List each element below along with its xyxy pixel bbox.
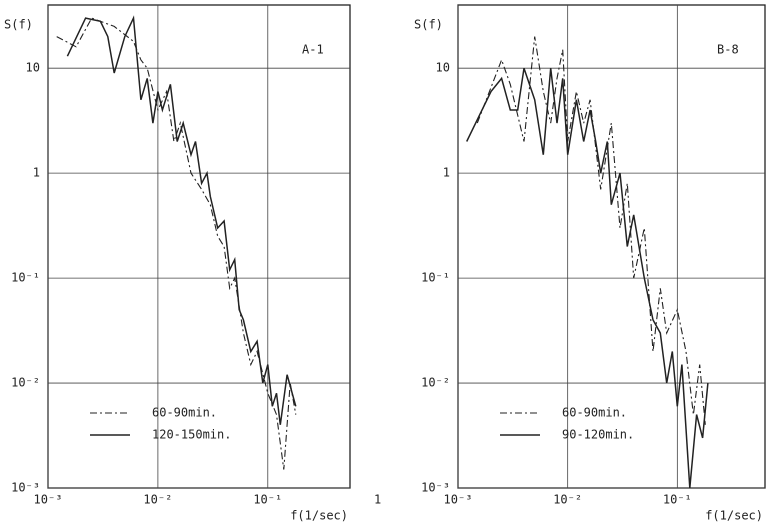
y-tick-label: 10⁻¹ xyxy=(421,271,450,285)
y-axis-label: S(f) xyxy=(4,18,33,32)
y-axis-label: S(f) xyxy=(414,18,443,32)
legend-label: 60-90min. xyxy=(152,406,217,420)
x-tick-label: 10⁻² xyxy=(553,493,582,507)
x-tick-label: 10⁻³ xyxy=(34,493,63,507)
x-tick-label: 10⁻² xyxy=(143,493,172,507)
x-tick-label: 1 xyxy=(374,493,381,507)
y-tick-label: 1 xyxy=(33,166,40,180)
legend-label: 90-120min. xyxy=(562,428,634,442)
x-tick-label: 10⁻¹ xyxy=(663,493,692,507)
y-tick-label: 10⁻³ xyxy=(11,481,40,495)
annotation: A-1 xyxy=(302,43,324,57)
y-tick-label: 10 xyxy=(26,61,40,75)
series-line xyxy=(476,36,706,425)
y-tick-label: 1 xyxy=(443,166,450,180)
annotation: B-8 xyxy=(717,43,739,57)
legend-label: 120-150min. xyxy=(152,428,231,442)
x-tick-label: 10⁻³ xyxy=(444,493,473,507)
x-tick-label: 10⁻¹ xyxy=(253,493,282,507)
x-axis-label: f(1/sec) xyxy=(705,509,763,523)
y-tick-label: 10⁻² xyxy=(421,376,450,390)
y-tick-label: 10⁻² xyxy=(11,376,40,390)
series-line xyxy=(56,17,297,470)
legend-label: 60-90min. xyxy=(562,406,627,420)
y-tick-label: 10 xyxy=(436,61,450,75)
y-tick-label: 10⁻³ xyxy=(421,481,450,495)
series-line xyxy=(466,67,709,489)
series-line xyxy=(66,15,297,425)
y-tick-label: 10⁻¹ xyxy=(11,271,40,285)
x-axis-label: f(1/sec) xyxy=(290,509,348,523)
